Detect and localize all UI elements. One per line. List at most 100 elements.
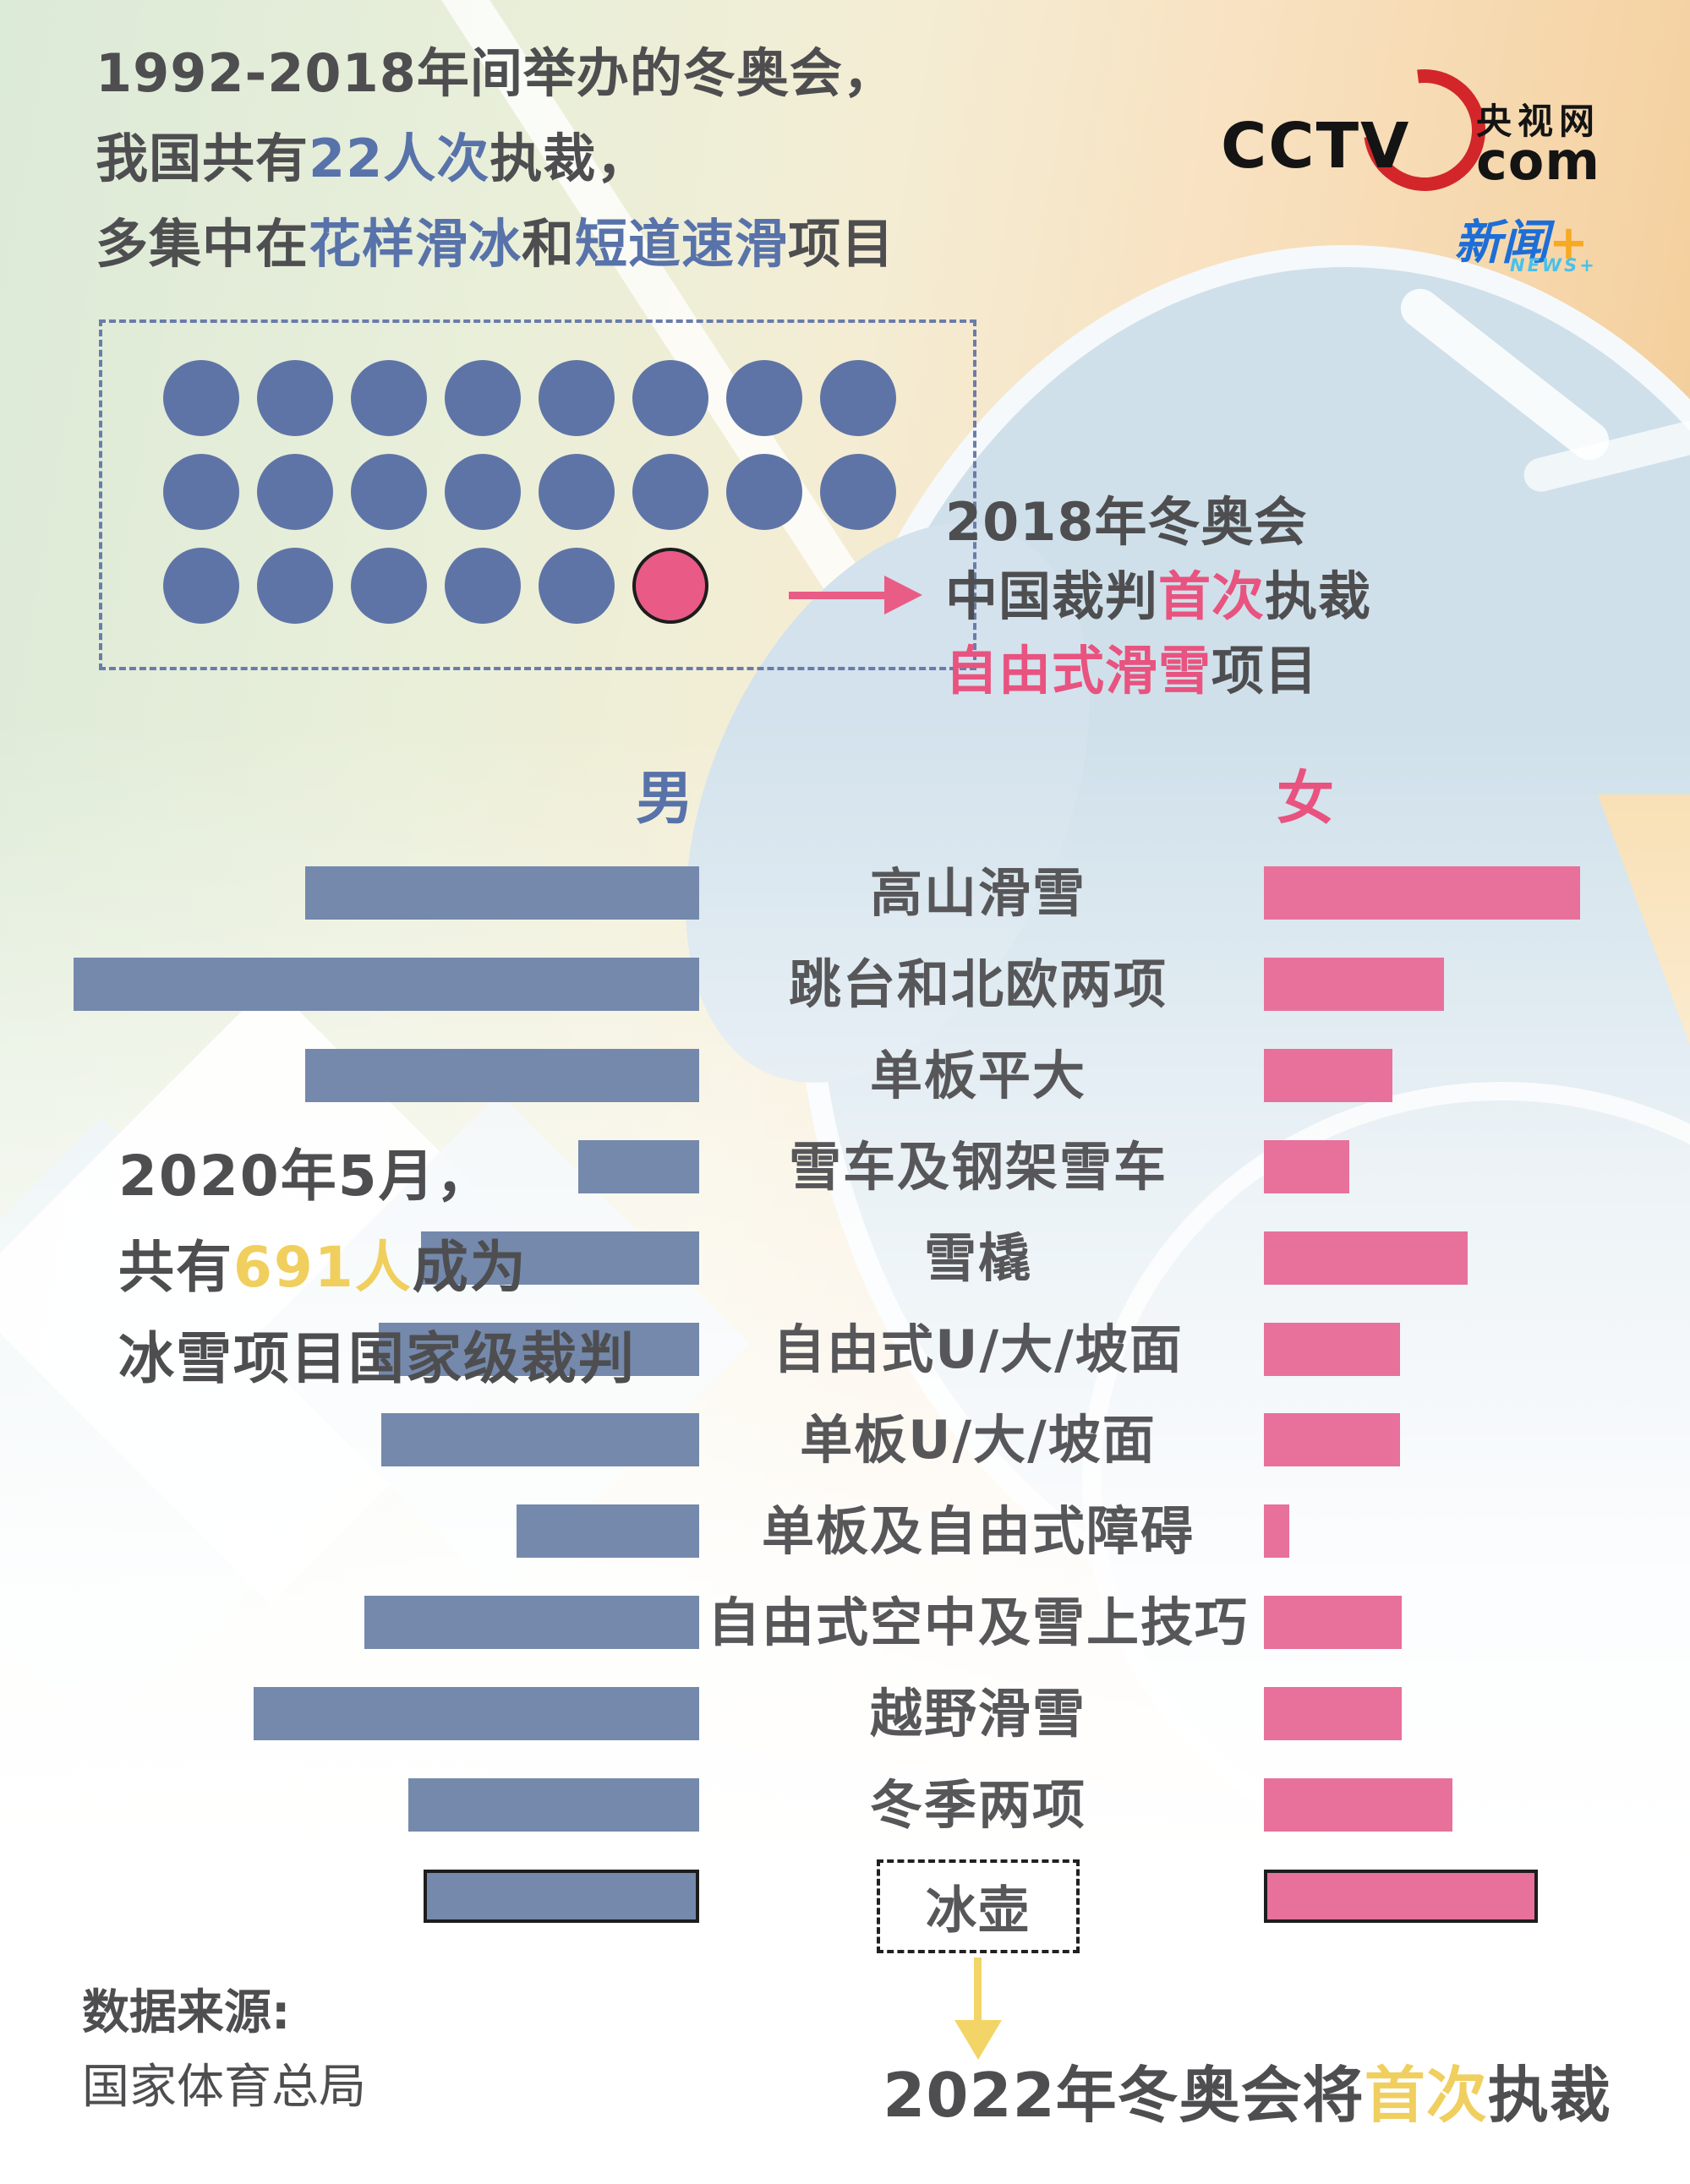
text-run: 共有: [118, 1235, 233, 1300]
male-bar-2: [305, 1049, 699, 1102]
female-bar-8: [1264, 1596, 1402, 1649]
logo-site-name: 央视网: [1476, 101, 1601, 142]
title-line-2: 我国共有22人次执裁，: [96, 116, 896, 201]
judge-dot: [820, 360, 896, 436]
judge-dot: [539, 360, 615, 436]
annotation-line-1: 2018年冬奥会: [945, 485, 1371, 560]
data-source-label: 数据来源:: [82, 1985, 291, 2040]
female-bar-4: [1264, 1231, 1468, 1285]
text-run: 花样滑冰: [309, 213, 522, 275]
annotation-line-2: 中国裁判首次执裁: [945, 560, 1371, 634]
side-note-line-3: 冰雪项目国家级裁判: [118, 1313, 636, 1405]
text-run: 项目: [788, 213, 895, 275]
text-run: 成为: [412, 1235, 528, 1300]
logo-news-en: NEWS+: [1510, 255, 1597, 276]
female-bar-9: [1264, 1687, 1402, 1740]
judge-dot: [539, 548, 615, 624]
male-column-header: 男: [636, 766, 694, 833]
judge-dot: [351, 360, 427, 436]
male-bar-0: [305, 866, 699, 920]
judge-dot: [445, 454, 521, 530]
logo-news-plus-sign: +: [1549, 216, 1589, 270]
female-bar-0: [1264, 866, 1580, 920]
text-run: 自由式滑雪: [945, 640, 1212, 702]
judge-dot: [632, 454, 708, 530]
text-run: 项目: [1211, 640, 1319, 702]
judge-dot: [445, 360, 521, 436]
male-bar-9: [254, 1687, 699, 1740]
text-run: 2022年冬奥会将: [883, 2060, 1365, 2131]
female-bar-6: [1264, 1413, 1400, 1466]
text-run: 2020年5月，: [118, 1144, 494, 1209]
national-judges-note: 2020年5月， 共有691人成为 冰雪项目国家级裁判: [118, 1131, 636, 1405]
female-bar-11: [1264, 1870, 1538, 1923]
male-bar-1: [74, 958, 699, 1011]
arrow-right-icon: [789, 592, 887, 599]
male-bar-11: [424, 1870, 699, 1923]
category-label-8: 自由式空中及雪上技巧: [707, 1592, 1249, 1653]
logo-news-cn: 新闻: [1454, 216, 1549, 270]
judge-dot: [351, 548, 427, 624]
data-source-value: 国家体育总局: [82, 2060, 366, 2115]
female-bar-10: [1264, 1778, 1452, 1832]
dot-grid: [163, 360, 973, 624]
text-run: 22人次: [309, 128, 490, 189]
text-run: 2018年冬奥会: [945, 491, 1308, 553]
judge-dot: [445, 548, 521, 624]
male-bar-3: [578, 1140, 699, 1193]
judge-dot: [351, 454, 427, 530]
first-judge-annotation: 2018年冬奥会 中国裁判首次执裁 自由式滑雪项目: [945, 485, 1371, 708]
text-run: 冰雪项目国家级裁判: [118, 1326, 636, 1391]
category-label-7: 单板及自由式障碍: [761, 1500, 1195, 1562]
female-bar-2: [1264, 1049, 1392, 1102]
judge-dot: [726, 360, 802, 436]
female-bar-5: [1264, 1323, 1400, 1376]
text-run: 执裁: [1487, 2060, 1611, 2131]
annotation-line-3: 自由式滑雪项目: [945, 634, 1371, 708]
text-run: 多集中在: [96, 213, 309, 275]
logo-site-suffix: com: [1476, 130, 1600, 192]
text-run: 691人: [233, 1235, 413, 1300]
text-run: 1992-2018年间举办的冬奥会，: [96, 42, 896, 104]
text-run: 短道速滑: [575, 213, 789, 275]
judge-dot: [257, 454, 333, 530]
category-label-4: 雪橇: [923, 1227, 1032, 1289]
text-run: 中国裁判: [945, 565, 1159, 627]
arrow-down-icon: [974, 1957, 982, 2022]
category-label-1: 跳台和北欧两项: [788, 953, 1168, 1015]
title-line-1: 1992-2018年间举办的冬奥会，: [96, 30, 896, 116]
dot-row-1: [163, 360, 973, 436]
male-bar-5: [379, 1323, 699, 1376]
female-bar-3: [1264, 1140, 1349, 1193]
title-line-3: 多集中在花样滑冰和短道速滑项目: [96, 201, 896, 287]
text-run: 我国共有: [96, 128, 309, 189]
category-label-9: 越野滑雪: [869, 1683, 1086, 1744]
judge-dot: [163, 360, 239, 436]
judge-dot: [163, 548, 239, 624]
side-note-line-1: 2020年5月，: [118, 1131, 636, 1222]
category-label-0: 高山滑雪: [869, 862, 1086, 924]
text-run: 首次: [1364, 2060, 1488, 2131]
judge-dot: [257, 360, 333, 436]
cctv-logo: CCTV 央视网 com 新闻+ NEWS+: [1209, 44, 1687, 284]
male-bar-6: [381, 1413, 699, 1466]
category-label-11: 冰壶: [926, 1881, 1031, 1941]
category-label-2: 单板平大: [869, 1045, 1086, 1106]
judge-dot: [163, 454, 239, 530]
male-bar-8: [364, 1596, 699, 1649]
page-title: 1992-2018年间举办的冬奥会， 我国共有22人次执裁， 多集中在花样滑冰和…: [96, 30, 896, 287]
category-label-5: 自由式U/大/坡面: [773, 1319, 1184, 1380]
arrow-right-head-icon: [884, 576, 922, 614]
judge-dot: [539, 454, 615, 530]
side-note-line-2: 共有691人成为: [118, 1222, 636, 1313]
female-bar-1: [1264, 958, 1444, 1011]
judge-dot: [726, 454, 802, 530]
dot-row-2: [163, 454, 973, 530]
highlight-judge-dot: [632, 548, 708, 624]
text-run: 执裁，: [489, 128, 650, 189]
logo-cctv-text: CCTV: [1221, 110, 1411, 183]
arrow-down-head-icon: [954, 2020, 1002, 2060]
dot-grid-panel: [99, 319, 976, 670]
text-run: 执裁: [1265, 565, 1372, 627]
